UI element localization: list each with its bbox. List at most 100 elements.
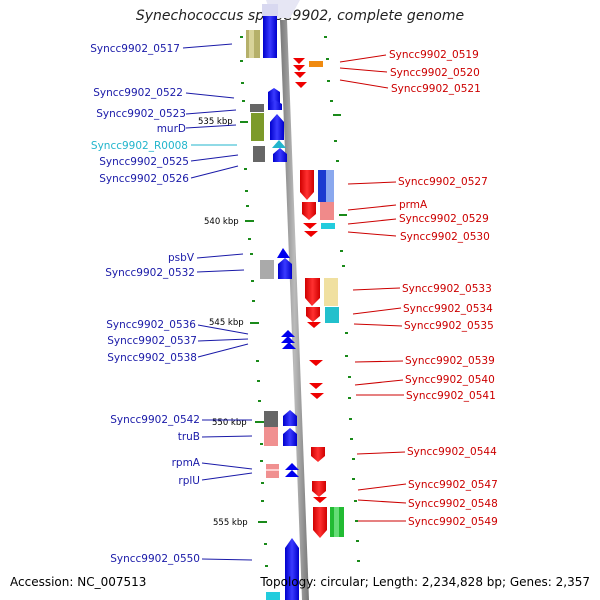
- gene-label[interactable]: Syncc9902_0547: [408, 479, 498, 491]
- leader-line: [201, 472, 253, 481]
- tick-mark: [336, 160, 339, 162]
- leader-line: [190, 165, 239, 179]
- gene-arrow: [293, 58, 305, 64]
- gene-label[interactable]: Syncc9902_0529: [399, 213, 489, 225]
- gene-label[interactable]: rplU: [178, 475, 200, 487]
- gene-arrow: [294, 72, 306, 78]
- tick-mark: [334, 140, 337, 142]
- gene-label[interactable]: Syncc9902_0544: [407, 446, 497, 458]
- leader-line: [347, 218, 397, 225]
- gene-label[interactable]: Syncc9902_0534: [403, 303, 493, 315]
- kbp-label: 535 kbp: [198, 117, 233, 127]
- gene-label[interactable]: Syncc9902_0521: [391, 83, 481, 95]
- tick-mark: [260, 443, 263, 445]
- gene-label[interactable]: Syncc9902_0519: [389, 49, 479, 61]
- tick-mark: [330, 100, 333, 102]
- tick-mark: [345, 355, 348, 357]
- leader-line: [357, 499, 407, 504]
- kbp-label: 555 kbp: [213, 518, 248, 528]
- gene-arrow: [295, 82, 307, 88]
- tick-mark: [327, 80, 330, 82]
- tick-mark: [348, 397, 351, 399]
- gene-label[interactable]: Syncc9902_0525: [99, 156, 189, 168]
- gene-label[interactable]: Syncc9902_0520: [390, 67, 480, 79]
- gene-label[interactable]: Syncc9902_0527: [398, 176, 488, 188]
- gene-arrow: [306, 307, 320, 322]
- left-leader-lines: [182, 43, 253, 561]
- leader-line: [197, 324, 249, 335]
- gene-arrow: [303, 223, 317, 229]
- gene-block: [250, 104, 264, 112]
- leader-line: [339, 54, 387, 63]
- leader-line: [201, 462, 253, 470]
- tick-mark: [257, 380, 260, 382]
- gene-block: [309, 61, 323, 67]
- gene-label[interactable]: Syncc9902_0540: [405, 374, 495, 386]
- gene-label[interactable]: Syncc9902_0548: [408, 498, 498, 510]
- gene-arrow: [281, 330, 295, 337]
- gene-block: [318, 170, 326, 202]
- gene-label[interactable]: Syncc9902_0542: [110, 414, 200, 426]
- gene-label[interactable]: rpmA: [172, 457, 201, 469]
- right-leader-lines: [339, 54, 407, 522]
- gene-arrow: [285, 538, 299, 600]
- gene-label[interactable]: Syncc9902_0523: [96, 108, 186, 120]
- gene-label[interactable]: psbV: [168, 252, 195, 264]
- tick-mark: [261, 482, 264, 484]
- tick-mark: [241, 82, 244, 84]
- leader-line: [357, 483, 407, 491]
- gene-label[interactable]: prmA: [399, 199, 428, 211]
- tick-mark: [324, 36, 327, 38]
- gene-label[interactable]: truB: [178, 431, 200, 443]
- gene-label[interactable]: Syncc9902_0549: [408, 516, 498, 528]
- tick-mark: [245, 220, 254, 222]
- leader-line: [185, 109, 237, 115]
- leader-line: [352, 307, 402, 315]
- leader-line: [185, 92, 235, 99]
- leader-line: [201, 435, 253, 438]
- tick-mark: [244, 168, 247, 170]
- tick-mark: [340, 250, 343, 252]
- leader-line: [201, 558, 253, 561]
- gene-label[interactable]: Syncc9902_0532: [105, 267, 195, 279]
- gene-block: [321, 223, 335, 229]
- gene-label[interactable]: murD: [157, 123, 186, 135]
- gene-label[interactable]: Syncc9902_0538: [107, 352, 197, 364]
- gene-label[interactable]: Syncc9902_0530: [400, 231, 490, 243]
- tick-mark: [261, 500, 264, 502]
- gene-arrow: [285, 463, 299, 470]
- gene-block: [253, 146, 265, 162]
- gene-arrow: [268, 88, 280, 104]
- gene-block: [324, 278, 338, 306]
- gene-arrow: [282, 342, 296, 349]
- kbp-label: 545 kbp: [209, 318, 244, 328]
- leader-line: [197, 338, 249, 342]
- leader-line: [354, 360, 404, 363]
- tick-mark: [326, 58, 329, 60]
- gene-label[interactable]: Syncc9902_0535: [404, 320, 494, 332]
- gene-block: [264, 427, 278, 446]
- gene-label[interactable]: Syncc9902_0539: [405, 355, 495, 367]
- leader-line: [196, 253, 244, 259]
- left-gene-labels: Syncc9902_0517 Syncc9902_0522 Syncc9902_…: [90, 43, 201, 565]
- gene-label[interactable]: Syncc9902_0550: [110, 553, 200, 565]
- tick-mark: [251, 280, 254, 282]
- tick-mark: [339, 214, 347, 216]
- tick-mark: [354, 500, 357, 502]
- gene-label[interactable]: Syncc9902_0522: [93, 87, 183, 99]
- gene-label[interactable]: Syncc9902_0537: [107, 335, 197, 347]
- right-tick-marks: [324, 36, 360, 562]
- leader-line: [185, 124, 237, 129]
- rna-arrow: [272, 140, 286, 148]
- tick-mark: [264, 543, 267, 545]
- tick-mark: [355, 520, 358, 522]
- gene-label[interactable]: Syncc9902_0533: [402, 283, 492, 295]
- gene-label[interactable]: Syncc9902_0526: [99, 173, 189, 185]
- leader-line: [352, 287, 401, 291]
- gene-label[interactable]: Syncc9902_0517: [90, 43, 180, 55]
- gene-label[interactable]: Syncc9902_R0008: [91, 140, 188, 152]
- gene-label[interactable]: Syncc9902_0536: [106, 319, 196, 331]
- tick-mark: [250, 322, 259, 324]
- gene-label[interactable]: Syncc9902_0541: [406, 390, 496, 402]
